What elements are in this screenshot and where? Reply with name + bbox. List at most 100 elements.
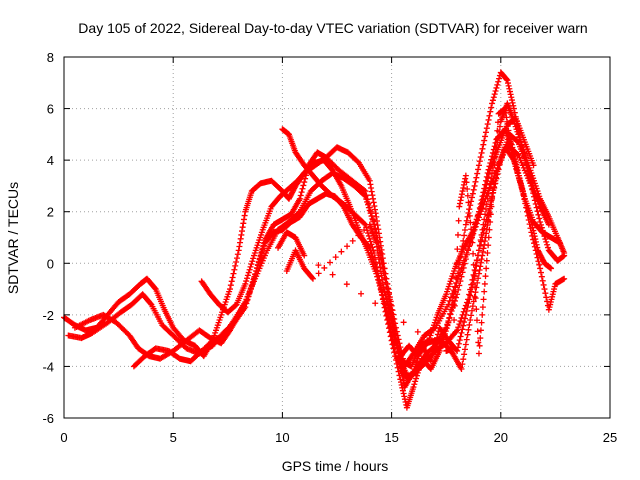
data-point [537, 219, 544, 226]
data-point [503, 76, 510, 83]
data-point [344, 243, 351, 250]
data-point [453, 274, 460, 281]
data-point [482, 133, 489, 140]
data-point [302, 175, 309, 182]
data-point [541, 286, 548, 293]
y-tick-label: 4 [47, 153, 54, 168]
data-point [368, 184, 375, 191]
data-point [372, 300, 379, 307]
data-point [561, 252, 568, 259]
data-point [561, 275, 568, 282]
data-point [465, 210, 472, 217]
data-point [442, 328, 449, 335]
data-point [455, 217, 462, 224]
data-point [536, 261, 543, 268]
data-point [459, 188, 466, 195]
data-point [477, 154, 484, 161]
data-point [242, 280, 249, 287]
data-point [368, 241, 375, 248]
data-point [466, 321, 473, 328]
data-point [259, 246, 266, 253]
data-point [544, 241, 551, 248]
data-point [519, 146, 526, 153]
data-point [467, 292, 474, 299]
data-point [458, 194, 465, 201]
data-point [537, 269, 544, 276]
data-point [378, 272, 385, 279]
data-point [533, 241, 540, 248]
data-point [480, 141, 487, 148]
y-tick-label: -4 [42, 359, 54, 374]
data-point [456, 321, 463, 328]
data-point [459, 361, 466, 368]
data-point [463, 336, 470, 343]
data-point [429, 338, 436, 345]
data-point [540, 230, 547, 237]
data-point [249, 258, 256, 265]
data-point [520, 150, 527, 157]
data-point [468, 312, 475, 319]
data-point [484, 190, 491, 197]
data-point [368, 212, 375, 219]
data-point [240, 220, 247, 227]
data-point [530, 227, 537, 234]
data-point [446, 315, 453, 322]
data-point [375, 256, 382, 263]
data-point [528, 182, 535, 189]
data-point [393, 360, 400, 367]
data-point [508, 145, 515, 152]
data-point [476, 158, 483, 165]
data-point [385, 302, 392, 309]
data-point [364, 196, 371, 203]
data-point [373, 217, 380, 224]
data-point [502, 105, 509, 112]
data-point [521, 154, 528, 161]
data-point [400, 319, 407, 326]
data-point [373, 270, 380, 277]
data-point [496, 75, 503, 82]
data-point [391, 327, 398, 334]
data-point [491, 170, 498, 177]
data-point [485, 242, 492, 249]
data-point [461, 227, 468, 234]
data-point [491, 161, 498, 168]
data-point [464, 192, 471, 199]
data-point [556, 239, 563, 246]
data-point [477, 335, 484, 342]
data-point [510, 105, 517, 112]
data-point [473, 257, 480, 264]
data-point [532, 200, 539, 207]
data-point [509, 99, 516, 106]
data-point [370, 216, 377, 223]
series-track-4 [71, 141, 552, 370]
data-point [457, 197, 464, 204]
data-point [232, 262, 239, 269]
data-point [531, 197, 538, 204]
data-point [361, 187, 368, 194]
data-point [230, 270, 237, 277]
data-point [460, 308, 467, 315]
data-point [533, 204, 540, 211]
series-track-8 [275, 105, 555, 357]
data-point [462, 302, 469, 309]
data-point [479, 199, 486, 206]
data-point [459, 311, 466, 318]
data-point [454, 246, 461, 253]
data-point [231, 266, 238, 273]
data-point [444, 322, 451, 329]
data-point [458, 329, 465, 336]
data-point [383, 275, 390, 282]
grid [64, 57, 610, 418]
data-point [370, 195, 377, 202]
data-point [479, 248, 486, 255]
data-point [489, 100, 496, 107]
data-point [372, 206, 379, 213]
data-point [243, 278, 250, 285]
data-point [244, 296, 251, 303]
data-point [531, 233, 538, 240]
data-point [490, 94, 497, 101]
data-point [494, 81, 501, 88]
data-point [413, 375, 420, 382]
data-point [448, 306, 455, 313]
